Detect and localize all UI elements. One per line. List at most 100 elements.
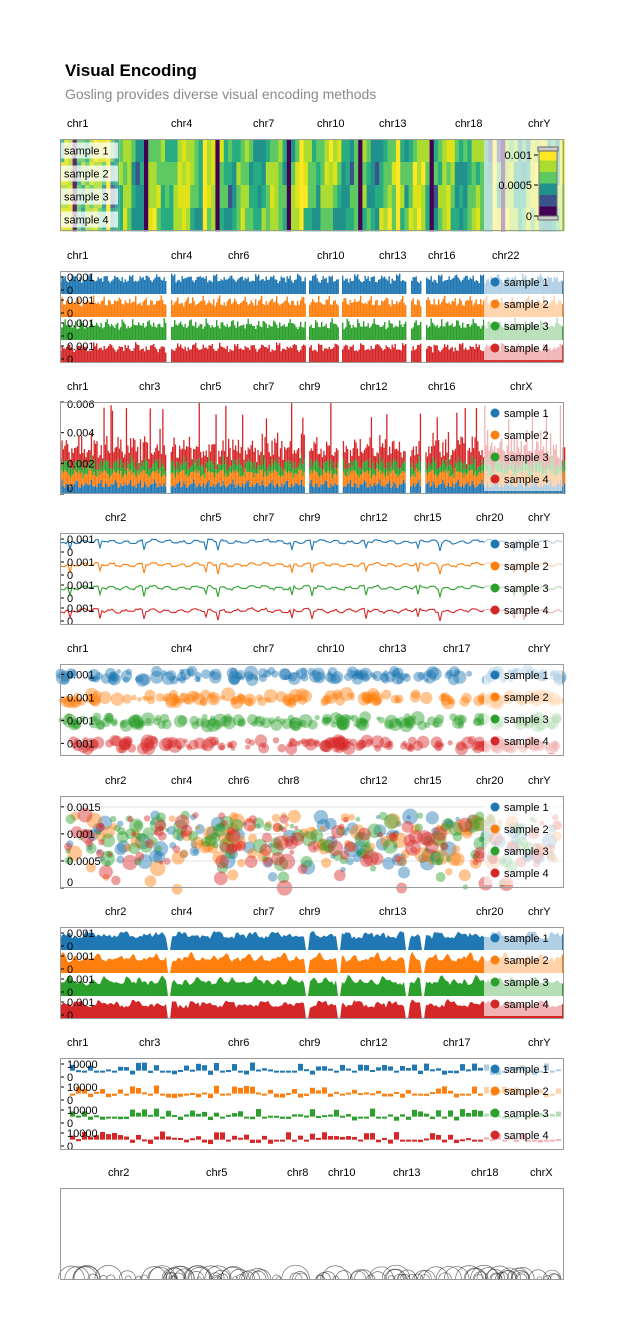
scatter-point[interactable] <box>116 855 125 864</box>
stacked-bar[interactable] <box>76 473 79 482</box>
scatter-point[interactable] <box>452 831 463 842</box>
stacked-bar[interactable] <box>83 462 86 475</box>
bar[interactable] <box>226 279 228 294</box>
scatter-point[interactable] <box>243 818 257 832</box>
bar[interactable] <box>79 319 81 340</box>
stacked-bar[interactable] <box>285 449 287 463</box>
bar[interactable] <box>108 324 110 340</box>
bar[interactable] <box>142 1062 147 1071</box>
heatmap-cell[interactable] <box>454 139 460 163</box>
bar[interactable] <box>105 304 107 317</box>
bar[interactable] <box>117 322 119 340</box>
heatmap-cell[interactable] <box>433 208 439 232</box>
bar[interactable] <box>172 1070 177 1075</box>
heatmap-cell[interactable] <box>253 185 258 209</box>
scatter-point[interactable] <box>458 869 471 882</box>
scatter-point[interactable] <box>421 848 435 862</box>
bar[interactable] <box>418 325 420 340</box>
bar[interactable] <box>76 1115 81 1118</box>
bar[interactable] <box>349 324 351 340</box>
scatter-point[interactable] <box>95 720 106 731</box>
scatter-point[interactable] <box>317 840 326 849</box>
scatter-point[interactable] <box>185 743 191 749</box>
stacked-bar[interactable] <box>335 475 338 485</box>
scatter-point[interactable] <box>70 669 78 677</box>
stacked-bar[interactable] <box>285 462 287 473</box>
bar[interactable] <box>433 279 435 294</box>
stacked-bar[interactable] <box>193 470 195 480</box>
scatter-point[interactable] <box>267 667 276 676</box>
stacked-bar[interactable] <box>482 472 485 485</box>
stacked-bar[interactable] <box>201 457 203 465</box>
bar[interactable] <box>447 279 449 294</box>
stacked-bar[interactable] <box>142 442 144 463</box>
scatter-point[interactable] <box>89 739 99 749</box>
bar[interactable] <box>334 281 336 294</box>
bar[interactable] <box>148 1139 153 1144</box>
bar[interactable] <box>430 1133 435 1140</box>
arc[interactable] <box>354 1269 374 1280</box>
stacked-bar[interactable] <box>188 436 191 468</box>
bar[interactable] <box>61 327 63 340</box>
heatmap-cell[interactable] <box>362 162 368 186</box>
scatter-point[interactable] <box>180 668 192 680</box>
bar[interactable] <box>382 1137 387 1140</box>
stacked-bar[interactable] <box>110 483 112 494</box>
heatmap-cell[interactable] <box>249 162 254 186</box>
scatter-point[interactable] <box>452 717 464 729</box>
bar[interactable] <box>226 1139 231 1142</box>
scatter-point[interactable] <box>122 694 132 704</box>
stacked-bar[interactable] <box>411 475 413 487</box>
stacked-bar[interactable] <box>425 472 427 485</box>
bar[interactable] <box>280 326 282 340</box>
scatter-point[interactable] <box>391 668 401 678</box>
scatter-point[interactable] <box>244 855 258 868</box>
heatmap-cell[interactable] <box>328 208 334 232</box>
scatter-point[interactable] <box>153 826 164 837</box>
bar[interactable] <box>369 299 371 317</box>
bar[interactable] <box>225 349 227 363</box>
stacked-bar[interactable] <box>64 469 66 488</box>
scatter-point[interactable] <box>435 824 443 832</box>
stacked-bar[interactable] <box>298 448 300 464</box>
bar[interactable] <box>462 279 464 294</box>
bar[interactable] <box>105 349 107 363</box>
stacked-bar[interactable] <box>179 445 181 463</box>
bar[interactable] <box>367 276 369 294</box>
heatmap-cell[interactable] <box>412 162 418 186</box>
bar[interactable] <box>432 304 434 317</box>
scatter-point[interactable] <box>344 840 356 853</box>
stacked-bar[interactable] <box>135 487 137 494</box>
bar[interactable] <box>253 325 255 340</box>
scatter-point[interactable] <box>222 716 236 730</box>
arc[interactable] <box>443 1266 470 1280</box>
bar[interactable] <box>126 302 128 317</box>
arc[interactable] <box>542 1269 562 1280</box>
scatter-point[interactable] <box>187 745 193 751</box>
bar[interactable] <box>424 1113 429 1117</box>
scatter-point[interactable] <box>389 833 398 842</box>
bar[interactable] <box>456 305 458 317</box>
stacked-bar[interactable] <box>461 463 464 473</box>
scatter-point[interactable] <box>101 833 116 848</box>
stacked-bar[interactable] <box>403 460 405 472</box>
stacked-bar[interactable] <box>286 460 289 473</box>
stacked-bar[interactable] <box>365 461 367 473</box>
scatter-point[interactable] <box>346 822 359 834</box>
bar[interactable] <box>286 1092 291 1095</box>
scatter-point[interactable] <box>94 832 99 837</box>
bar[interactable] <box>445 322 447 340</box>
stacked-bar[interactable] <box>153 452 156 460</box>
stacked-bar[interactable] <box>474 472 476 488</box>
stacked-bar[interactable] <box>237 471 240 484</box>
heatmap-cell[interactable] <box>341 208 347 232</box>
stacked-bar[interactable] <box>314 471 317 484</box>
bar[interactable] <box>463 305 465 317</box>
bar[interactable] <box>237 343 239 363</box>
stacked-bar[interactable] <box>92 485 94 494</box>
bar[interactable] <box>316 1116 321 1119</box>
stacked-bar[interactable] <box>320 475 322 484</box>
stacked-bar[interactable] <box>296 449 298 468</box>
bar[interactable] <box>181 347 183 363</box>
scatter-point[interactable] <box>396 716 408 728</box>
